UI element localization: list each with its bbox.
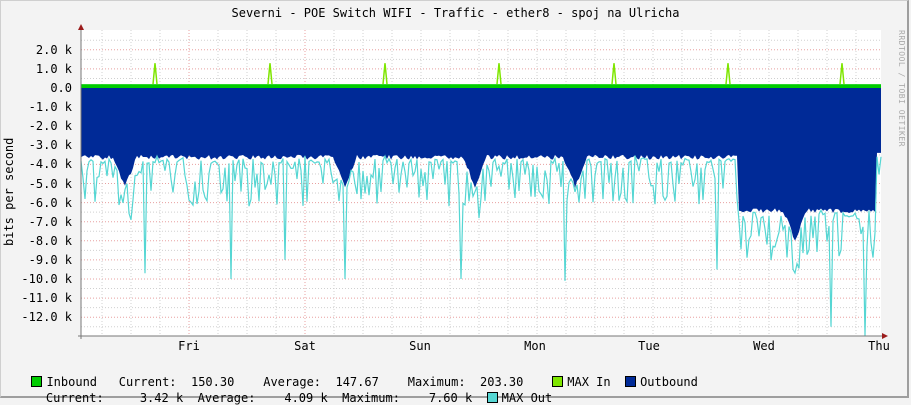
- inbound-average-value: 147.67: [335, 375, 379, 389]
- y-tick-label: -4.0 k: [28, 157, 72, 172]
- y-tick-label: -11.0 k: [21, 291, 72, 306]
- inbound-current-value: 150.30: [190, 375, 235, 389]
- y-tick-label: 0.0: [50, 81, 72, 95]
- y-tick-label: -10.0 k: [21, 272, 72, 286]
- outbound-current-value: 3.42 k: [139, 391, 184, 405]
- inbound-current-label: Current:: [118, 375, 177, 389]
- y-tick-label: 2.0 k: [35, 42, 72, 57]
- y-tick-label: -12.0 k: [21, 310, 72, 325]
- y-tick-label: -6.0 k: [28, 195, 72, 210]
- y-tick-label: 1.0 k: [35, 61, 72, 76]
- inbound-average-label: Average:: [263, 375, 322, 389]
- inbound-swatch-icon: [31, 376, 43, 387]
- y-tick-label: -7.0 k: [28, 214, 72, 229]
- y-tick-label: -9.0 k: [28, 252, 72, 267]
- outbound-average-label: Average:: [197, 391, 256, 405]
- y-tick-label: -8.0 k: [28, 233, 72, 248]
- y-tick-label: -1.0 k: [28, 100, 72, 115]
- legend-row-1: Inbound Current: 150.30 Average: 147.67 …: [17, 361, 698, 389]
- outbound-average-value: 4.09 k: [284, 391, 328, 405]
- rrdtool-watermark: RRDTOOL / TOBI OETIKER: [897, 30, 906, 147]
- y-tick-label: -5.0 k: [28, 176, 72, 191]
- outbound-swatch-icon: [625, 376, 637, 387]
- inbound-maximum-label: Maximum:: [407, 375, 466, 389]
- y-tick-label: -2.0 k: [28, 119, 72, 134]
- outbound-current-label: Current:: [45, 391, 104, 405]
- max-in-swatch-icon: [552, 376, 564, 387]
- legend-outbound-label: Outbound: [640, 375, 698, 389]
- inbound-maximum-value: 203.30: [480, 375, 524, 389]
- x-tick-label: Fri: [178, 339, 200, 353]
- y-tick-label: -3.0 k: [28, 138, 72, 153]
- x-tick-label: Wed: [753, 339, 775, 353]
- legend-max-in-label: MAX In: [567, 375, 611, 389]
- legend-max-out-label: MAX Out: [501, 391, 553, 405]
- x-tick-label: Tue: [638, 339, 660, 353]
- outbound-maximum-label: Maximum:: [342, 391, 400, 405]
- legend-row-2: Current: 3.42 k Average: 4.09 k Maximum:…: [17, 377, 552, 405]
- x-tick-label: Thu: [868, 339, 890, 353]
- max-out-swatch-icon: [486, 392, 498, 403]
- x-tick-label: Sun: [409, 339, 431, 353]
- chart-title: Severni - POE Switch WIFI - Traffic - et…: [231, 6, 680, 20]
- legend-inbound-label: Inbound: [46, 375, 98, 389]
- x-tick-label: Sat: [294, 339, 316, 353]
- outbound-maximum-value: 7.60 k: [428, 391, 473, 405]
- x-tick-label: Mon: [524, 339, 546, 353]
